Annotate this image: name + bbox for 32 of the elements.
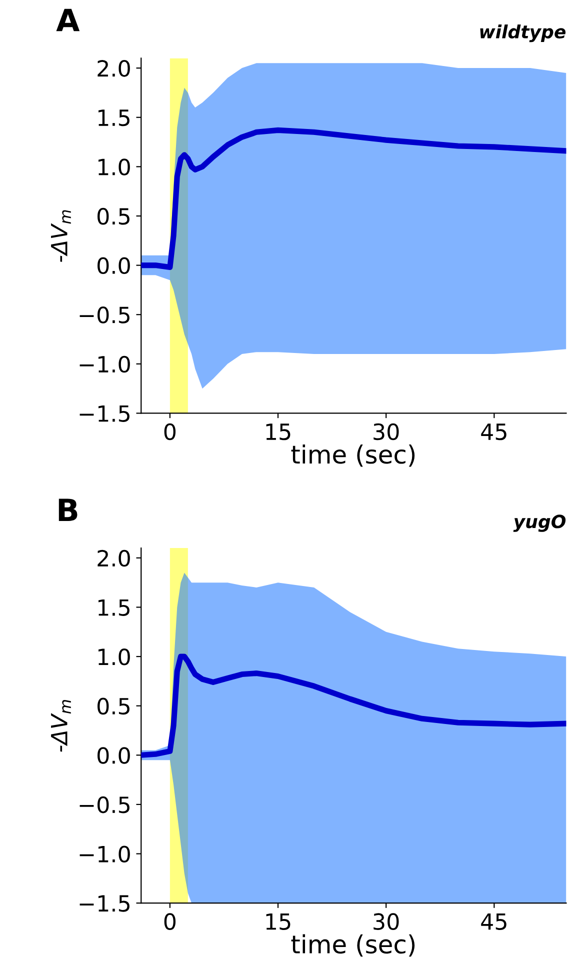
x-tick-label: 30 xyxy=(374,913,399,930)
y-tick-label: 2.0 xyxy=(98,550,130,567)
x-tick-label: 15 xyxy=(266,424,290,440)
y-tick-label: 0.0 xyxy=(98,257,130,274)
y-tick-label: 1.5 xyxy=(98,110,130,126)
x-tick-label: 45 xyxy=(481,424,506,440)
y-tick-label: −0.5 xyxy=(80,306,130,324)
y-tick-label: 0.5 xyxy=(98,698,130,715)
y-tick-label: −1.5 xyxy=(80,405,130,422)
y-tick-label: 1.0 xyxy=(98,158,130,176)
x-tick-label: 15 xyxy=(266,913,290,930)
y-tick-label: 0.0 xyxy=(98,747,130,764)
y-tick-label: 1.5 xyxy=(98,599,130,616)
x-axis-title: time (sec) xyxy=(291,444,415,467)
y-tick-label: 1.0 xyxy=(98,648,130,666)
y-tick-label: −1.0 xyxy=(80,356,130,373)
chart-subtitle: wildtype xyxy=(480,24,566,42)
x-tick-label: 45 xyxy=(481,913,506,930)
y-tick-label: −0.5 xyxy=(80,796,130,814)
y-tick-label: 2.0 xyxy=(98,60,130,77)
x-tick-label: 30 xyxy=(374,423,399,440)
chart-subtitle: yugO xyxy=(513,514,566,532)
x-axis-title: time (sec) xyxy=(291,934,415,957)
x-tick-label: 0 xyxy=(164,423,176,440)
y-tick-label: −1.0 xyxy=(80,846,130,863)
y-tick-label: 0.5 xyxy=(98,208,130,225)
y-axis-title: -ΔV$_{m}$ xyxy=(51,700,71,752)
chart-title: A xyxy=(56,8,80,32)
chart-title: B xyxy=(58,498,78,521)
y-tick-label: −1.5 xyxy=(80,895,130,912)
x-tick-label: 0 xyxy=(164,913,176,930)
y-axis-title: -ΔV$_{m}$ xyxy=(51,210,71,262)
